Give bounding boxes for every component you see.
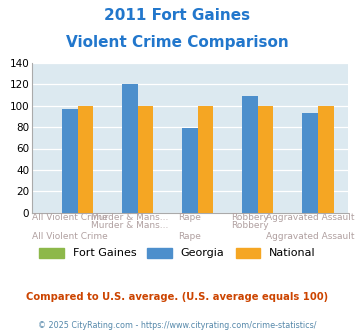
- Text: 2011 Fort Gaines: 2011 Fort Gaines: [104, 8, 251, 23]
- Text: Rape: Rape: [179, 232, 201, 241]
- Bar: [318, 106, 334, 213]
- Text: All Violent Crime: All Violent Crime: [32, 232, 108, 241]
- Bar: [302, 113, 318, 213]
- Bar: [242, 96, 258, 213]
- Text: Compared to U.S. average. (U.S. average equals 100): Compared to U.S. average. (U.S. average …: [26, 292, 329, 302]
- Text: Murder & Mans...: Murder & Mans...: [91, 213, 169, 222]
- Bar: [182, 128, 198, 213]
- Bar: [77, 106, 93, 213]
- Text: Aggravated Assault: Aggravated Assault: [266, 232, 354, 241]
- Text: Murder & Mans...: Murder & Mans...: [91, 221, 169, 230]
- Text: All Violent Crime: All Violent Crime: [32, 213, 108, 222]
- Bar: [138, 106, 153, 213]
- Text: Rape: Rape: [179, 213, 201, 222]
- Bar: [198, 106, 213, 213]
- Text: © 2025 CityRating.com - https://www.cityrating.com/crime-statistics/: © 2025 CityRating.com - https://www.city…: [38, 321, 317, 330]
- Bar: [122, 84, 138, 213]
- Text: Robbery: Robbery: [231, 221, 269, 230]
- Bar: [62, 109, 77, 213]
- Legend: Fort Gaines, Georgia, National: Fort Gaines, Georgia, National: [39, 248, 316, 258]
- Bar: [258, 106, 273, 213]
- Text: Violent Crime Comparison: Violent Crime Comparison: [66, 35, 289, 50]
- Text: Aggravated Assault: Aggravated Assault: [266, 213, 354, 222]
- Text: Robbery: Robbery: [231, 213, 269, 222]
